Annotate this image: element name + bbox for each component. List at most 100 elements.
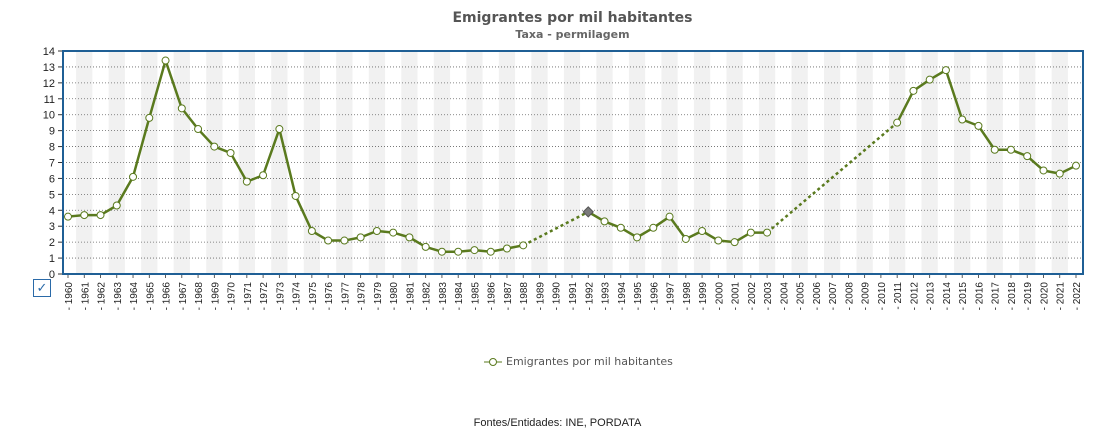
legend-marker-icon — [484, 357, 502, 366]
x-tick-label: - 1960 — [64, 282, 75, 311]
x-tick-label: - 1970 — [227, 282, 238, 311]
x-tick-label: - 1987 — [503, 282, 514, 311]
x-tick-label: - 2020 — [1039, 282, 1050, 311]
x-tick-label: - 2002 — [747, 282, 758, 311]
x-tick-label: - 2021 — [1056, 282, 1067, 311]
data-point — [307, 226, 316, 235]
data-point — [340, 236, 349, 245]
check-icon[interactable]: ✓ — [33, 279, 51, 297]
x-tick-label: - 1981 — [405, 282, 416, 311]
x-tick-label: - 2009 — [861, 282, 872, 311]
data-point — [909, 86, 918, 95]
data-point — [665, 212, 674, 221]
y-tick-label: 8 — [49, 142, 55, 154]
y-tick-label: 11 — [44, 94, 55, 106]
x-tick-label: - 1972 — [259, 282, 270, 311]
data-point — [941, 66, 950, 75]
data-point — [470, 246, 479, 255]
data-point — [502, 244, 511, 253]
x-tick-label: - 1997 — [666, 282, 677, 311]
y-tick-label: 13 — [43, 62, 55, 74]
data-point — [372, 226, 381, 235]
y-tick-label: 7 — [49, 158, 55, 170]
x-tick-label: - 1985 — [470, 282, 481, 311]
background-band — [141, 51, 158, 274]
y-tick-label: 14 — [43, 46, 55, 58]
legend-label: Emigrantes por mil habitantes — [506, 355, 673, 368]
x-tick-label: - 1982 — [422, 282, 433, 311]
chart-subtitle: Taxa - permilagem — [515, 28, 630, 41]
x-tick-label: - 2001 — [731, 282, 742, 311]
background-band — [401, 51, 418, 274]
series-gap-line — [766, 121, 898, 234]
x-tick-label: - 1998 — [682, 282, 693, 311]
x-tick-label: - 1989 — [535, 282, 546, 311]
y-tick-label: 12 — [43, 78, 55, 90]
x-tick-label: - 1963 — [113, 282, 124, 311]
legend[interactable]: Emigrantes por mil habitantes — [484, 355, 673, 368]
y-tick-label: 10 — [43, 110, 55, 122]
background-band — [498, 51, 516, 274]
x-tick-label: - 1976 — [324, 282, 335, 311]
background-band — [1019, 51, 1036, 274]
y-tick-label: 5 — [49, 189, 55, 201]
x-tick-label: - 1977 — [340, 282, 351, 311]
x-tick-label: - 2019 — [1023, 282, 1034, 311]
x-tick-label: - 1993 — [601, 282, 612, 311]
y-tick-label: 2 — [49, 237, 55, 249]
background-band — [628, 51, 646, 274]
data-point — [582, 206, 594, 218]
x-tick-label: - 2017 — [991, 282, 1002, 311]
data-point — [177, 104, 186, 113]
data-point — [226, 148, 235, 157]
x-tick-label: - 1968 — [194, 282, 205, 311]
x-tick-label: - 1975 — [308, 282, 319, 311]
x-tick-label: - 1966 — [162, 282, 173, 311]
x-tick-label: - 2015 — [958, 282, 969, 311]
x-tick-label: - 2003 — [763, 282, 774, 311]
data-point — [242, 177, 251, 186]
x-tick-label: - 2005 — [796, 282, 807, 311]
data-point — [259, 171, 268, 180]
data-point — [437, 247, 446, 256]
data-point — [145, 113, 154, 122]
background-band — [758, 51, 776, 274]
x-tick-label: - 2013 — [926, 282, 937, 311]
x-tick-label: - 2004 — [779, 282, 790, 311]
x-tick-label: - 1986 — [487, 282, 498, 311]
data-point — [64, 212, 72, 221]
x-tick-label: - 2016 — [974, 282, 985, 311]
data-point — [730, 238, 739, 247]
data-point — [763, 228, 772, 237]
x-tick-label: - 1991 — [568, 282, 579, 311]
data-point — [681, 234, 690, 243]
background-band — [726, 51, 743, 274]
x-tick-label: - 1974 — [292, 282, 303, 311]
x-tick-label: - 1978 — [357, 282, 368, 311]
x-tick-label: - 2011 — [893, 282, 904, 310]
background-band — [368, 51, 386, 274]
data-point — [600, 217, 609, 226]
background-band — [206, 51, 223, 274]
data-point — [112, 201, 121, 210]
background-band — [531, 51, 548, 274]
data-point — [958, 115, 967, 124]
data-point — [974, 121, 983, 130]
background-band — [986, 51, 1003, 274]
source-note: Fontes/Entidades: INE, PORDATA — [473, 417, 642, 429]
data-point — [161, 56, 170, 65]
x-tick-label: - 1990 — [552, 282, 563, 311]
background-band — [954, 51, 971, 274]
data-point — [649, 223, 658, 232]
data-point — [356, 233, 365, 242]
x-tick-label: - 2018 — [1007, 282, 1018, 311]
data-point — [454, 247, 463, 256]
data-point — [194, 125, 203, 134]
data-point — [714, 236, 723, 245]
data-point — [1039, 166, 1048, 175]
data-point — [1023, 152, 1032, 161]
series-line — [67, 59, 524, 253]
background-band — [173, 51, 190, 274]
chart-title: Emigrantes por mil habitantes — [452, 10, 693, 26]
